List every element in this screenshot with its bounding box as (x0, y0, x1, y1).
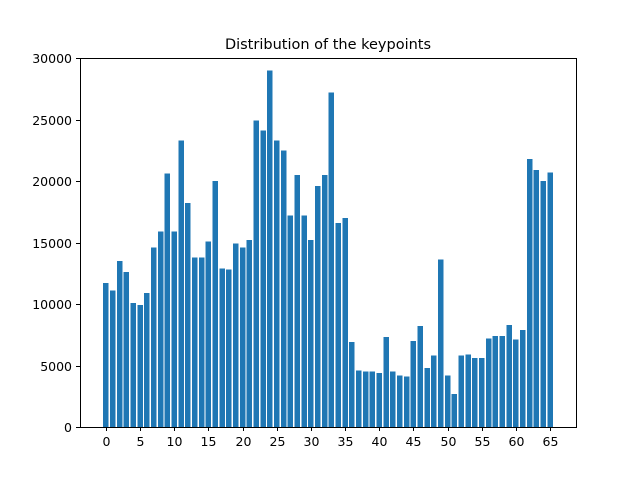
bar-27 (287, 215, 294, 427)
bar-50 (444, 375, 451, 427)
x-tick-label: 0 (103, 434, 111, 449)
bar-25 (274, 140, 280, 427)
bar-1 (110, 290, 116, 427)
bar-18 (226, 269, 232, 427)
x-tick-label: 55 (475, 434, 491, 449)
x-tick-label: 10 (167, 434, 183, 449)
bar-64 (540, 181, 546, 427)
y-tick-label: 20000 (32, 174, 72, 189)
bar-23 (260, 130, 266, 427)
plot-frame (80, 58, 577, 428)
bar-49 (437, 259, 444, 427)
bar-33 (328, 92, 335, 427)
bar-10 (171, 231, 178, 427)
bar-53 (465, 354, 471, 427)
bar-39 (369, 371, 376, 427)
bar-52 (458, 355, 464, 427)
bar-15 (205, 241, 212, 427)
bar-2 (116, 260, 123, 427)
bar-38 (362, 371, 369, 427)
bar-41 (383, 337, 389, 427)
bar-45 (410, 340, 417, 427)
bar-24 (267, 70, 273, 428)
bar-29 (301, 215, 307, 427)
x-tick-label: 25 (270, 434, 286, 449)
bar-65 (547, 172, 553, 427)
bar-8 (157, 231, 164, 427)
bar-16 (212, 181, 219, 427)
bar-60 (513, 339, 519, 427)
bar-54 (472, 358, 478, 427)
bar-63 (533, 169, 540, 427)
bar-21 (246, 240, 253, 427)
bar-59 (506, 324, 512, 427)
bar-48 (431, 355, 437, 427)
y-tick-label: 10000 (32, 297, 72, 312)
bar-19 (233, 243, 239, 427)
bar-5 (137, 305, 143, 427)
x-tick-label: 40 (372, 434, 388, 449)
x-tick-label: 35 (338, 434, 354, 449)
bar-4 (130, 302, 137, 427)
x-axis: 0 5 10 15 20 25 30 35 40 45 50 55 60 65 (103, 427, 559, 449)
bar-3 (123, 272, 130, 427)
bar-32 (321, 174, 328, 427)
bar-0 (103, 283, 109, 427)
y-axis: 0 5000 10000 15000 20000 25000 30000 (32, 51, 80, 435)
y-tick-label: 5000 (40, 359, 72, 374)
x-tick-label: 45 (406, 434, 422, 449)
bar-30 (308, 240, 314, 427)
bar-17 (219, 268, 225, 427)
bar-46 (417, 326, 423, 427)
bar-55 (478, 358, 485, 427)
bar-6 (144, 292, 150, 427)
bar-20 (239, 247, 246, 427)
bar-34 (335, 222, 341, 427)
bar-35 (342, 217, 348, 427)
bar-37 (356, 370, 362, 427)
bar-58 (499, 335, 505, 427)
x-tick-label: 65 (543, 434, 559, 449)
chart-title: Distribution of the keypoints (225, 37, 431, 53)
bar-22 (253, 120, 259, 427)
bar-28 (294, 174, 300, 427)
x-tick-label: 5 (137, 434, 145, 449)
bar-9 (164, 173, 171, 427)
bar-56 (485, 338, 492, 427)
bar-13 (192, 257, 198, 427)
bar-7 (151, 247, 157, 427)
bar-62 (526, 158, 533, 428)
x-tick-label: 60 (509, 434, 525, 449)
x-tick-label: 50 (441, 434, 457, 449)
bars-group (103, 70, 553, 428)
bar-14 (198, 257, 205, 427)
y-tick-label: 30000 (32, 51, 72, 66)
y-tick-label: 15000 (32, 236, 72, 251)
bar-40 (376, 372, 382, 427)
bar-31 (315, 185, 321, 427)
bar-44 (403, 376, 410, 427)
bar-12 (185, 203, 191, 427)
bar-51 (451, 393, 458, 427)
bar-26 (280, 150, 287, 427)
x-tick-label: 30 (304, 434, 320, 449)
bar-57 (492, 335, 499, 427)
bar-43 (397, 375, 403, 427)
bar-11 (178, 140, 184, 427)
bar-42 (390, 371, 396, 427)
bar-36 (349, 342, 355, 427)
x-tick-label: 20 (236, 434, 252, 449)
y-tick-label: 0 (64, 420, 72, 435)
x-tick-label: 15 (201, 434, 217, 449)
bar-61 (519, 329, 526, 427)
y-tick-label: 25000 (32, 113, 72, 128)
bar-47 (424, 367, 430, 427)
